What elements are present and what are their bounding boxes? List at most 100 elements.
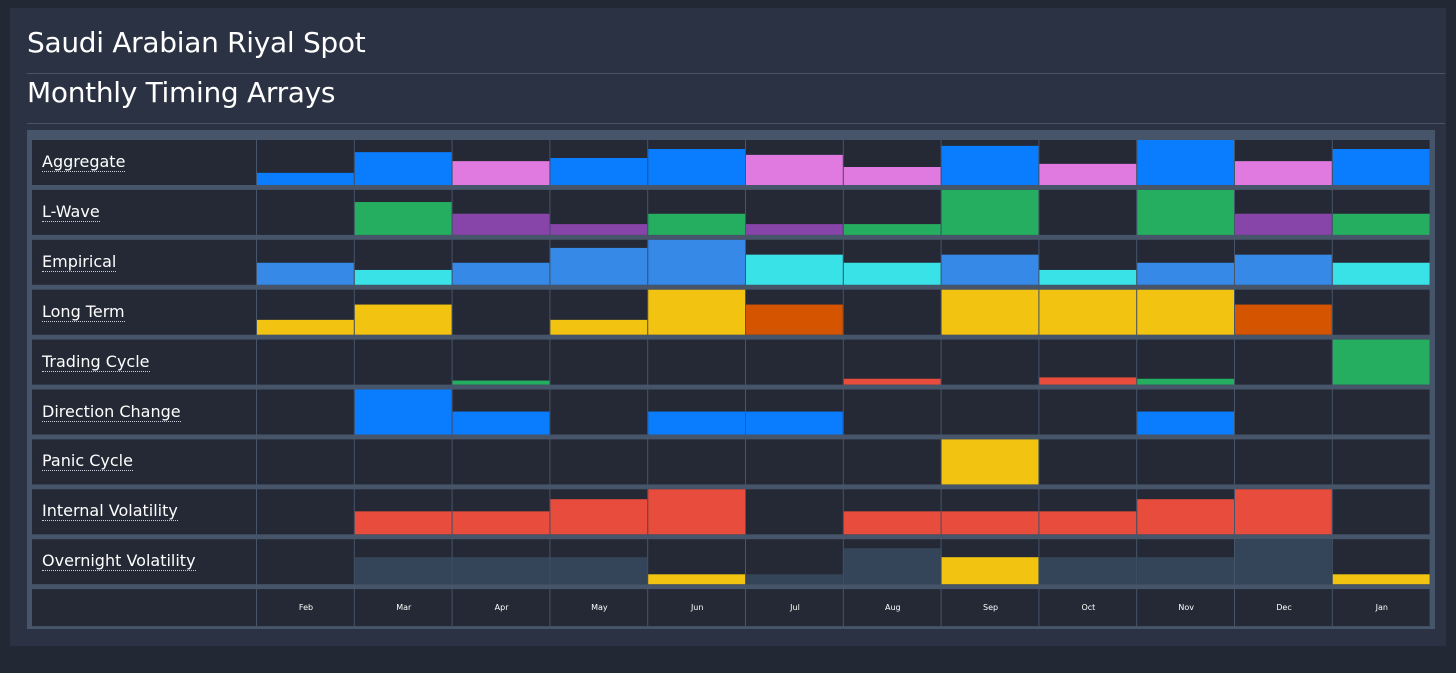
cell-background bbox=[843, 389, 941, 435]
row-label[interactable]: Trading Cycle bbox=[42, 351, 150, 372]
timing-bar bbox=[550, 224, 648, 235]
month-cell bbox=[1332, 589, 1430, 627]
timing-bar bbox=[452, 161, 550, 185]
month-cell bbox=[550, 589, 648, 627]
cell-background bbox=[1235, 339, 1332, 385]
cell-background bbox=[746, 439, 843, 485]
month-label: Aug bbox=[884, 603, 901, 613]
timing-bar bbox=[1039, 289, 1137, 335]
cell-background bbox=[550, 439, 648, 485]
month-cell bbox=[1039, 589, 1137, 627]
timing-bar bbox=[1039, 163, 1137, 185]
timing-bar bbox=[550, 319, 648, 335]
cell-background bbox=[257, 389, 354, 435]
timing-bar bbox=[550, 557, 648, 585]
timing-bar bbox=[1039, 511, 1137, 535]
timing-bar bbox=[1137, 378, 1234, 385]
cell-background bbox=[1039, 189, 1137, 235]
cell-background bbox=[550, 389, 648, 435]
timing-bar bbox=[1332, 339, 1430, 385]
timing-bar bbox=[452, 557, 550, 585]
row-label[interactable]: Long Term bbox=[42, 301, 125, 322]
cell-background bbox=[1235, 389, 1332, 435]
row-label-cell bbox=[32, 239, 256, 285]
row-label-cell bbox=[32, 189, 256, 235]
month-cell bbox=[648, 589, 745, 627]
cell-background bbox=[257, 439, 354, 485]
cell-background bbox=[843, 439, 941, 485]
page-title: Saudi Arabian Riyal Spot bbox=[27, 26, 366, 59]
cell-background bbox=[452, 339, 550, 385]
month-label-cell bbox=[32, 589, 256, 627]
timing-bar bbox=[746, 304, 843, 335]
row-label-cell bbox=[32, 289, 256, 335]
row-label[interactable]: L-Wave bbox=[42, 201, 100, 222]
cell-background bbox=[843, 339, 941, 385]
cell-background bbox=[941, 389, 1039, 435]
timing-array-chart: Aggregate L-Wave Empirical Long Term Trading… bbox=[27, 130, 1435, 629]
timing-bar bbox=[648, 411, 745, 435]
timing-bar bbox=[843, 262, 941, 285]
timing-bar bbox=[1332, 574, 1430, 585]
row-label[interactable]: Overnight Volatility bbox=[42, 551, 196, 572]
subtitle-divider bbox=[27, 123, 1445, 124]
cell-background bbox=[1039, 339, 1137, 385]
timing-bar bbox=[648, 289, 745, 335]
month-label: Mar bbox=[396, 603, 412, 613]
row-label[interactable]: Panic Cycle bbox=[42, 451, 133, 472]
row-label[interactable]: Empirical bbox=[42, 251, 117, 272]
cell-background bbox=[257, 189, 354, 235]
month-cell bbox=[843, 589, 941, 627]
cell-background bbox=[257, 489, 354, 535]
timing-bar bbox=[452, 411, 550, 435]
cell-background bbox=[1137, 339, 1234, 385]
timing-bar bbox=[354, 557, 452, 585]
timing-bar bbox=[1137, 289, 1234, 335]
cell-background bbox=[1039, 439, 1137, 485]
month-cell bbox=[452, 589, 550, 627]
row-label-cell bbox=[32, 539, 256, 585]
cell-background bbox=[1137, 439, 1234, 485]
timing-bar bbox=[941, 254, 1039, 285]
month-label: Nov bbox=[1178, 603, 1194, 613]
row-label-cell bbox=[32, 439, 256, 485]
timing-bar bbox=[843, 378, 941, 385]
timing-bar bbox=[746, 224, 843, 235]
timing-bar bbox=[746, 254, 843, 285]
row-label-cell bbox=[32, 339, 256, 385]
month-label: Sep bbox=[983, 603, 999, 613]
cell-background bbox=[550, 339, 648, 385]
timing-bar bbox=[843, 167, 941, 185]
month-cell bbox=[1235, 589, 1332, 627]
cell-background bbox=[648, 439, 745, 485]
timing-bar bbox=[648, 213, 745, 235]
cell-background bbox=[746, 489, 843, 535]
month-label: Oct bbox=[1081, 603, 1096, 613]
timing-bar bbox=[354, 202, 452, 235]
month-cell bbox=[941, 589, 1039, 627]
row-label[interactable]: Direction Change bbox=[42, 401, 181, 422]
cell-background bbox=[1332, 289, 1430, 335]
cell-background bbox=[1332, 489, 1430, 535]
timing-bar bbox=[941, 439, 1039, 485]
timing-bar bbox=[941, 289, 1039, 335]
timing-bar bbox=[452, 380, 550, 385]
month-label: Jun bbox=[690, 603, 704, 613]
timing-array-svg bbox=[32, 140, 1430, 627]
timing-bar bbox=[1039, 557, 1137, 585]
timing-bar bbox=[452, 511, 550, 535]
month-label: Apr bbox=[494, 603, 509, 613]
timing-bar bbox=[1235, 489, 1332, 535]
month-label: Jul bbox=[790, 603, 800, 613]
row-label[interactable]: Aggregate bbox=[42, 152, 126, 172]
cell-background bbox=[452, 289, 550, 335]
title-divider bbox=[27, 73, 1445, 74]
timing-bar bbox=[1332, 149, 1430, 185]
row-label[interactable]: Internal Volatility bbox=[42, 501, 178, 522]
timing-bar bbox=[1235, 304, 1332, 335]
cell-background bbox=[354, 439, 452, 485]
timing-bar bbox=[354, 269, 452, 285]
timing-bar bbox=[1235, 213, 1332, 235]
row-label-cell bbox=[32, 489, 256, 535]
timing-bar bbox=[1235, 539, 1332, 585]
